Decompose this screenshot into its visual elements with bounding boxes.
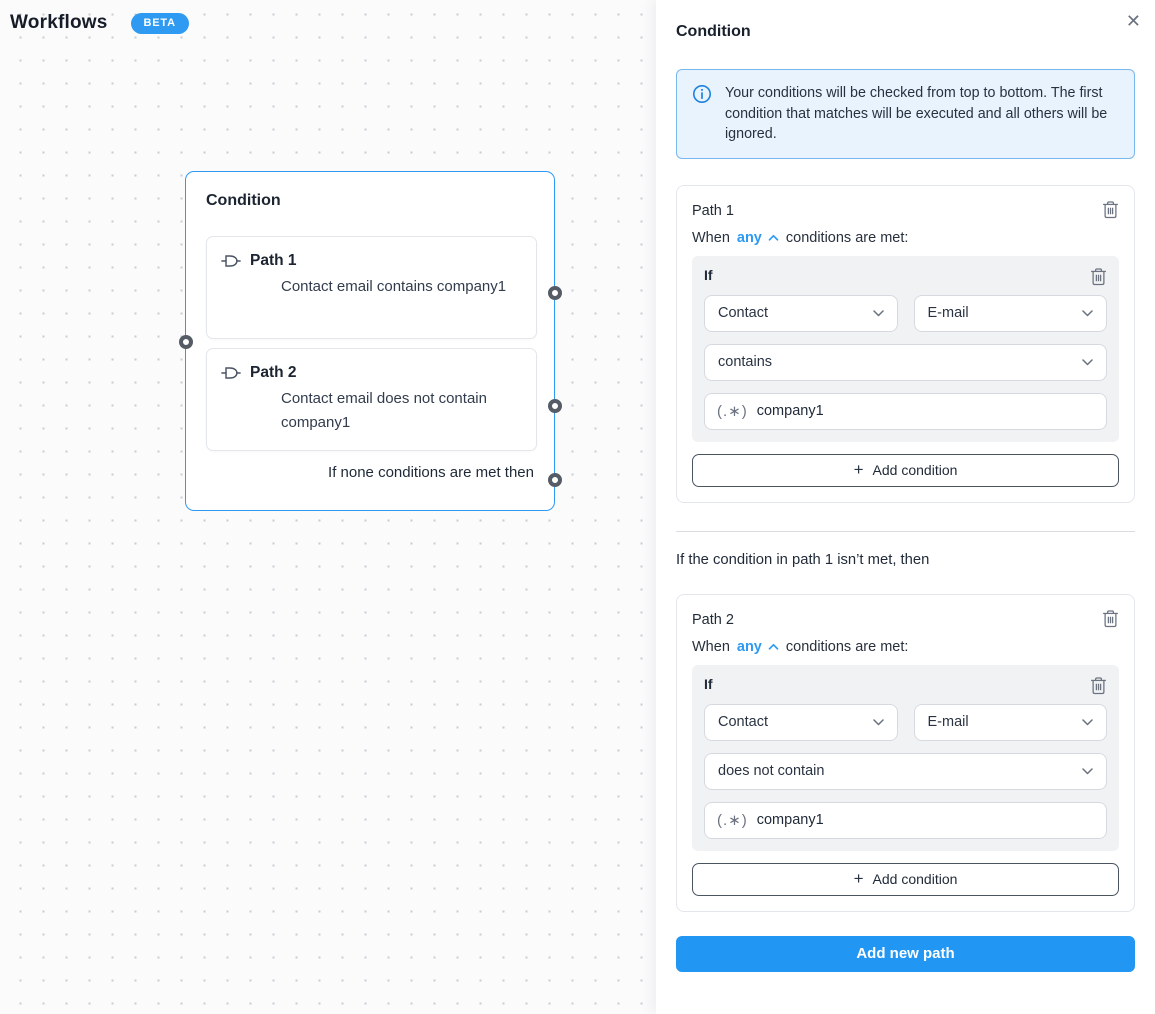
add-new-path-button[interactable]: Add new path xyxy=(676,935,1135,972)
chevron-down-icon xyxy=(1082,767,1093,775)
regex-icon: (.∗) xyxy=(717,812,748,829)
if-label: If xyxy=(704,675,713,692)
condition-value-input[interactable] xyxy=(756,403,1094,419)
panel-header: Condition xyxy=(676,0,1135,41)
add-condition-button[interactable]: + Add condition xyxy=(692,453,1119,487)
delete-path-icon[interactable] xyxy=(1102,200,1119,219)
when-prefix: When xyxy=(692,229,730,246)
match-mode-value: any xyxy=(736,229,762,246)
chevron-up-icon xyxy=(768,643,779,651)
chevron-down-icon xyxy=(1082,358,1093,366)
field-select-value: Contact xyxy=(718,714,768,730)
node-fallback-label: If none conditions are met then xyxy=(328,464,534,481)
path-name: Path 2 xyxy=(692,611,734,628)
chevron-down-icon xyxy=(872,309,884,317)
delete-path-icon[interactable] xyxy=(1102,609,1119,628)
plus-icon: + xyxy=(853,869,864,888)
condition-node[interactable]: Condition Path 1 Contact email contains … xyxy=(178,171,562,511)
node-path-label: Path 1 xyxy=(250,252,297,269)
regex-icon: (.∗) xyxy=(717,403,748,420)
property-select[interactable]: E-mail xyxy=(913,294,1107,332)
branch-icon xyxy=(221,363,241,383)
delete-condition-icon[interactable] xyxy=(1090,267,1107,286)
plus-icon: + xyxy=(853,460,864,479)
operator-select-value: does not contain xyxy=(718,763,825,779)
value-field-wrap: (.∗) xyxy=(704,392,1107,430)
value-field-wrap: (.∗) xyxy=(704,801,1107,839)
chevron-down-icon xyxy=(872,718,884,726)
when-suffix: conditions are met: xyxy=(785,638,909,655)
condition-group: If Contact E xyxy=(692,664,1119,851)
operator-select-value: contains xyxy=(718,354,773,370)
node-path-2[interactable]: Path 2 Contact email does not contain co… xyxy=(206,348,537,451)
input-handle[interactable] xyxy=(178,335,193,349)
add-condition-label: Add condition xyxy=(872,462,958,478)
info-banner: Your conditions will be checked from top… xyxy=(676,69,1135,159)
when-row: When any conditions are met: xyxy=(692,230,1119,246)
output-handle-path-2[interactable] xyxy=(547,399,562,413)
chevron-down-icon xyxy=(1082,309,1093,317)
branch-icon xyxy=(221,251,241,271)
workflow-canvas[interactable]: Workflows BETA Condition Path 1 Contact … xyxy=(0,0,656,1014)
field-select[interactable]: Contact xyxy=(704,294,898,332)
match-mode-toggle[interactable]: any xyxy=(737,639,779,655)
field-select[interactable]: Contact xyxy=(704,703,898,741)
property-select-value: E-mail xyxy=(927,714,969,730)
delete-condition-icon[interactable] xyxy=(1090,676,1107,695)
property-select[interactable]: E-mail xyxy=(913,703,1107,741)
property-select-value: E-mail xyxy=(927,305,969,321)
condition-group: If Contact E xyxy=(692,255,1119,442)
condition-panel: ✕ Condition Your conditions will be chec… xyxy=(656,0,1155,1014)
path-fallback-text: If the condition in path 1 isn’t met, th… xyxy=(676,551,930,568)
condition-value-input[interactable] xyxy=(756,812,1094,828)
add-condition-button[interactable]: + Add condition xyxy=(692,862,1119,896)
operator-select[interactable]: does not contain xyxy=(704,752,1107,790)
section-divider xyxy=(676,530,1135,532)
node-path-description: Contact email contains company1 xyxy=(281,278,507,295)
close-icon[interactable]: ✕ xyxy=(1122,8,1145,34)
add-condition-label: Add condition xyxy=(872,871,958,887)
operator-select[interactable]: contains xyxy=(704,343,1107,381)
beta-badge: BETA xyxy=(130,12,189,34)
output-handle-fallback[interactable] xyxy=(547,473,562,487)
when-prefix: When xyxy=(692,638,730,655)
path-name: Path 1 xyxy=(692,202,734,219)
info-text: Your conditions will be checked from top… xyxy=(725,85,1108,142)
node-title: Condition xyxy=(206,192,281,209)
path-2-card: Path 2 When any conditions are met: xyxy=(676,593,1135,912)
node-path-description: Contact email does not contain company1 xyxy=(281,390,487,431)
chevron-up-icon xyxy=(768,234,779,242)
canvas-header: Workflows BETA xyxy=(10,12,189,34)
node-path-label: Path 2 xyxy=(250,364,297,381)
info-icon xyxy=(692,83,712,145)
match-mode-toggle[interactable]: any xyxy=(737,230,779,246)
when-suffix: conditions are met: xyxy=(785,229,909,246)
page-title: Workflows xyxy=(10,12,108,33)
chevron-down-icon xyxy=(1082,718,1093,726)
path-1-card: Path 1 When any conditions are met: xyxy=(676,184,1135,503)
node-path-1[interactable]: Path 1 Contact email contains company1 xyxy=(206,236,537,339)
match-mode-value: any xyxy=(736,638,762,655)
panel-title: Condition xyxy=(676,23,751,40)
when-row: When any conditions are met: xyxy=(692,639,1119,655)
field-select-value: Contact xyxy=(718,305,768,321)
output-handle-path-1[interactable] xyxy=(547,286,562,300)
if-label: If xyxy=(704,266,713,283)
